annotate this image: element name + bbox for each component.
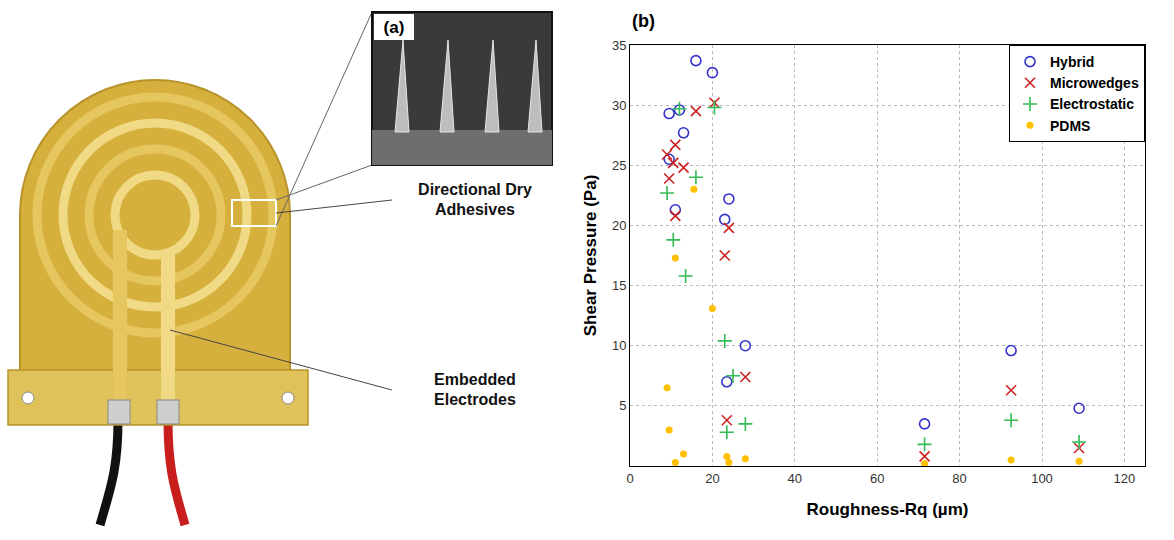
- svg-text:5: 5: [619, 398, 626, 413]
- svg-text:0: 0: [626, 471, 633, 486]
- svg-text:Roughness-Rq (µm): Roughness-Rq (µm): [807, 500, 969, 519]
- svg-text:PDMS: PDMS: [1050, 118, 1090, 134]
- svg-text:30: 30: [612, 98, 626, 113]
- svg-text:Hybrid: Hybrid: [1050, 54, 1094, 70]
- svg-text:(a): (a): [384, 18, 405, 37]
- svg-text:Adhesives: Adhesives: [435, 201, 515, 218]
- svg-text:20: 20: [705, 471, 719, 486]
- svg-text:Microwedges: Microwedges: [1050, 75, 1139, 91]
- svg-text:20: 20: [612, 218, 626, 233]
- svg-text:120: 120: [1114, 471, 1136, 486]
- svg-text:35: 35: [612, 38, 626, 53]
- svg-text:Directional Dry: Directional Dry: [418, 181, 532, 198]
- svg-text:40: 40: [788, 471, 802, 486]
- svg-text:Embedded: Embedded: [434, 371, 516, 388]
- svg-text:15: 15: [612, 278, 626, 293]
- svg-text:80: 80: [952, 471, 966, 486]
- svg-text:Shear Pressure (Pa): Shear Pressure (Pa): [581, 175, 600, 337]
- svg-text:25: 25: [612, 158, 626, 173]
- svg-text:100: 100: [1031, 471, 1053, 486]
- svg-text:Electrodes: Electrodes: [434, 391, 516, 408]
- svg-text:Electrostatic: Electrostatic: [1050, 96, 1134, 112]
- svg-text:10: 10: [612, 338, 626, 353]
- svg-text:60: 60: [870, 471, 884, 486]
- svg-text:(b): (b): [632, 11, 655, 31]
